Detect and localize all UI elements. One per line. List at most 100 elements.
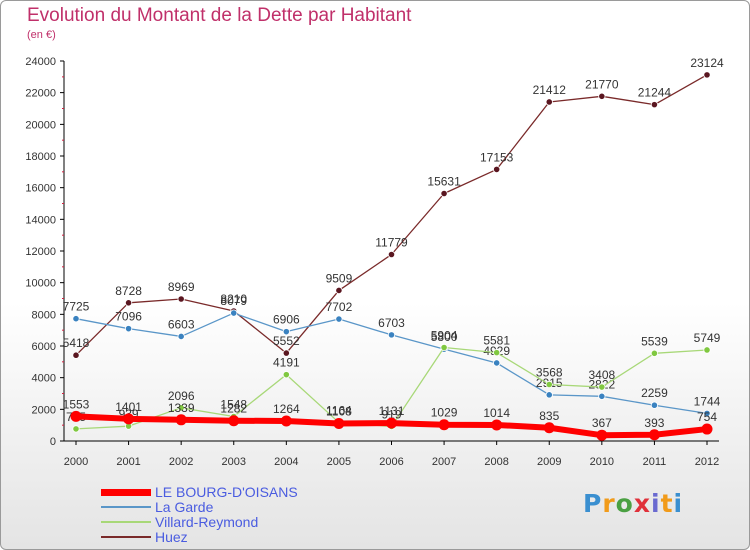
x-tick-label: 2002 — [169, 456, 193, 468]
x-tick-label: 2003 — [222, 456, 246, 468]
legend-label: Huez — [155, 529, 188, 545]
y-tick-label: 0 — [50, 436, 56, 448]
y-tick-label: 24000 — [25, 56, 56, 68]
y-tick-label: 16000 — [25, 183, 56, 195]
data-label: 1744 — [694, 394, 721, 408]
data-point — [335, 315, 343, 323]
x-tick-label: 2004 — [274, 456, 298, 468]
data-label: 1014 — [483, 406, 510, 420]
data-point — [703, 71, 711, 79]
data-label: 9509 — [326, 271, 353, 285]
data-point — [177, 295, 185, 303]
x-tick-label: 2007 — [432, 456, 456, 468]
data-point — [598, 392, 606, 400]
x-tick-label: 2000 — [64, 456, 88, 468]
data-label: 8079 — [220, 294, 247, 308]
y-tick-label: 22000 — [25, 88, 56, 100]
data-point — [650, 349, 659, 357]
proxiti-logo: Proxiti — [583, 489, 683, 518]
data-point — [650, 401, 659, 409]
legend-swatch — [101, 521, 151, 523]
logo-letter: i — [673, 489, 684, 518]
data-point — [493, 349, 501, 357]
logo-letter: x — [633, 489, 651, 518]
data-label: 15631 — [427, 175, 461, 189]
data-label: 21412 — [533, 83, 567, 97]
data-point — [493, 359, 501, 367]
data-point — [177, 404, 185, 412]
x-tick-label: 2010 — [590, 456, 614, 468]
data-label: 1029 — [431, 406, 458, 420]
data-point — [335, 286, 343, 295]
legend-swatch — [101, 488, 151, 496]
data-point — [543, 422, 555, 434]
data-point — [598, 383, 606, 391]
data-point — [282, 349, 290, 357]
data-point — [438, 419, 450, 431]
data-point — [282, 328, 290, 336]
data-point — [545, 380, 553, 389]
y-tick-label: 12000 — [25, 246, 56, 258]
data-point — [491, 419, 503, 431]
data-label: 393 — [644, 416, 664, 430]
y-tick-label: 18000 — [25, 151, 56, 163]
data-label: 1339 — [168, 401, 195, 415]
data-point — [493, 165, 501, 174]
data-label: 1553 — [63, 397, 90, 411]
data-label: 3408 — [588, 368, 615, 382]
data-point — [123, 413, 135, 425]
data-label: 1401 — [115, 400, 142, 414]
data-point — [72, 425, 80, 433]
data-point — [282, 371, 290, 379]
data-point — [648, 429, 660, 441]
data-point — [386, 417, 397, 429]
data-label: 5904 — [431, 329, 458, 343]
data-label: 6906 — [273, 313, 300, 327]
x-tick-label: 2008 — [484, 456, 508, 468]
data-label: 11779 — [375, 235, 408, 249]
data-label: 23124 — [690, 56, 724, 70]
data-point — [596, 429, 608, 441]
x-tick-label: 2001 — [116, 456, 140, 468]
data-label: 5552 — [273, 334, 300, 348]
series-line — [75, 74, 708, 356]
data-point — [545, 391, 553, 399]
logo-letter: t — [660, 489, 674, 518]
x-tick-label: 2005 — [327, 456, 351, 468]
data-label: 17153 — [480, 150, 514, 164]
data-label: 3568 — [536, 366, 563, 380]
data-point — [228, 415, 240, 427]
data-label: 8210 — [220, 292, 247, 306]
data-label: 5418 — [63, 336, 90, 350]
data-label: 21244 — [638, 86, 672, 100]
data-point — [440, 189, 448, 198]
data-point — [703, 346, 711, 354]
chart-title: Evolution du Montant de la Dette par Hab… — [27, 5, 412, 26]
legend-swatch — [101, 506, 151, 508]
legend-label: LE BOURG-D'OISANS — [155, 484, 298, 500]
data-label: 5749 — [694, 331, 721, 345]
data-label: 7725 — [63, 300, 90, 314]
data-label: 919 — [381, 407, 401, 421]
data-label: 8969 — [168, 280, 195, 294]
y-tick-label: 6000 — [32, 341, 56, 353]
data-point — [440, 343, 448, 352]
data-label: 1108 — [326, 404, 352, 418]
data-label: 6703 — [378, 316, 405, 330]
logo-letter: i — [651, 489, 661, 518]
y-tick-label: 8000 — [32, 309, 56, 321]
data-label: 2259 — [641, 386, 668, 400]
data-point — [124, 299, 133, 307]
data-label: 835 — [539, 409, 559, 423]
data-point — [280, 415, 292, 427]
data-point — [387, 331, 396, 339]
data-label: 7096 — [115, 310, 142, 324]
data-label: 1264 — [273, 402, 300, 416]
data-label: 21770 — [585, 77, 619, 91]
data-point — [230, 309, 238, 317]
legend-label: La Garde — [155, 499, 214, 515]
data-label: 5581 — [483, 334, 510, 348]
data-label: 7702 — [326, 300, 353, 314]
